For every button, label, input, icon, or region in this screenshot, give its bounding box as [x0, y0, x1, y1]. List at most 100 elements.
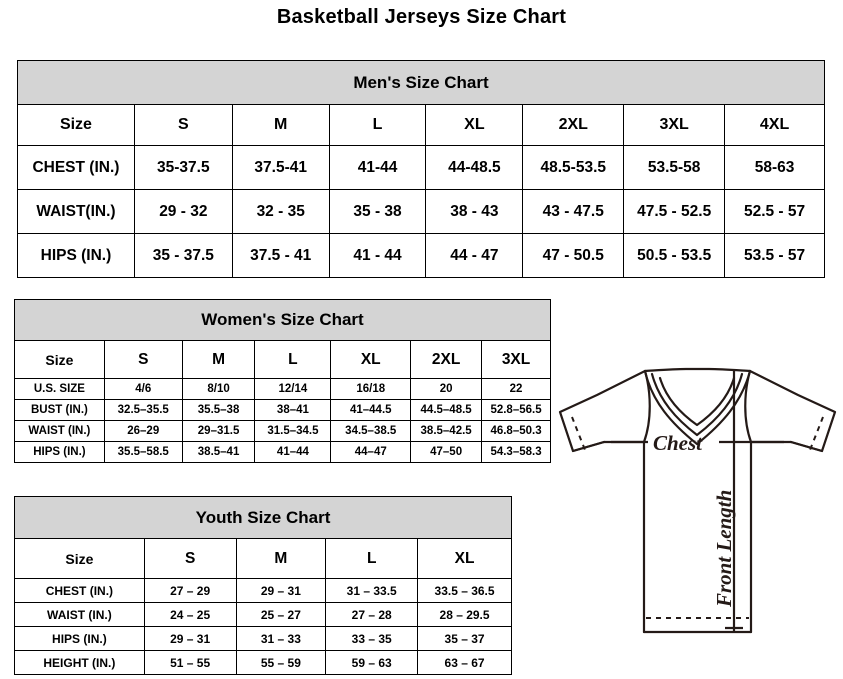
table-cell: 31 – 33: [235, 626, 327, 651]
table-cell: 41–44: [254, 441, 332, 463]
v-neck-outer: [643, 369, 752, 446]
column-header: M: [181, 340, 256, 379]
table-row: CHEST (IN.) 35-37.5 37.5-41 41-44 44-48.…: [17, 145, 825, 190]
table-cell: 38.5–42.5: [410, 420, 483, 442]
column-header: L: [325, 538, 419, 579]
column-header: XL: [417, 538, 512, 579]
table-row: CHEST (IN.) 27 – 29 29 – 31 31 – 33.5 33…: [14, 578, 512, 603]
column-header: M: [235, 538, 327, 579]
table-cell: 29 – 31: [235, 578, 327, 603]
table-cell: 20: [410, 378, 483, 400]
column-header: S: [103, 340, 183, 379]
table-cell: 41–44.5: [330, 399, 412, 421]
table-cell: 48.5-53.5: [522, 145, 625, 190]
table-cell: 59 – 63: [325, 650, 419, 675]
mens-size-chart-table: Men's Size Chart Size S M L XL 2XL 3XL 4…: [17, 60, 825, 278]
table-cell: 58-63: [724, 145, 825, 190]
table-cell: 47 - 50.5: [522, 233, 625, 278]
table-header-row: Size S M L XL 2XL 3XL 4XL: [17, 104, 825, 146]
table-cell: 44–47: [330, 441, 412, 463]
table-cell: 26–29: [103, 420, 183, 442]
table-cell: 41-44: [328, 145, 427, 190]
table-cell: 27 – 28: [325, 602, 419, 627]
table-row: HEIGHT (IN.) 51 – 55 55 – 59 59 – 63 63 …: [14, 650, 512, 675]
left-sleeve-outline: [558, 369, 647, 453]
table-cell: 37.5 - 41: [231, 233, 330, 278]
table-cell: 8/10: [181, 378, 256, 400]
row-label: WAIST (IN.): [14, 420, 105, 442]
table-row: WAIST(IN.) 29 - 32 32 - 35 35 - 38 38 - …: [17, 189, 825, 234]
womens-caption: Women's Size Chart: [14, 299, 551, 341]
column-header: 2XL: [410, 340, 483, 379]
table-cell: 51 – 55: [143, 650, 237, 675]
table-cell: 29–31.5: [181, 420, 256, 442]
column-header: 2XL: [522, 104, 625, 146]
table-cell: 24 – 25: [143, 602, 237, 627]
table-cell: 50.5 - 53.5: [623, 233, 726, 278]
table-cell: 16/18: [330, 378, 412, 400]
table-caption-row: Women's Size Chart: [14, 299, 551, 341]
collar-top-edge: [643, 367, 752, 373]
column-header: L: [254, 340, 332, 379]
front-length-label: Front Length: [712, 490, 736, 608]
table-cell: 38–41: [254, 399, 332, 421]
table-cell: 29 - 32: [133, 189, 233, 234]
column-header: 4XL: [724, 104, 825, 146]
column-header: S: [133, 104, 233, 146]
table-cell: 53.5-58: [623, 145, 726, 190]
column-header: Size: [14, 538, 145, 579]
table-cell: 35.5–38: [181, 399, 256, 421]
table-cell: 32 - 35: [231, 189, 330, 234]
left-cuff-stitch: [571, 416, 586, 451]
column-header: L: [328, 104, 427, 146]
table-cell: 33 – 35: [325, 626, 419, 651]
table-cell: 35 - 38: [328, 189, 427, 234]
row-label: HIPS (IN.): [14, 441, 105, 463]
table-cell: 46.8–50.3: [481, 420, 551, 442]
table-cell: 38.5–41: [181, 441, 256, 463]
table-row: HIPS (IN.) 35.5–58.5 38.5–41 41–44 44–47…: [14, 441, 551, 463]
table-header-row: Size S M L XL: [14, 538, 512, 579]
row-label: HEIGHT (IN.): [14, 650, 145, 675]
table-cell: 28 – 29.5: [417, 602, 512, 627]
mens-caption: Men's Size Chart: [17, 60, 825, 105]
table-caption-row: Men's Size Chart: [17, 60, 825, 105]
table-cell: 47–50: [410, 441, 483, 463]
table-cell: 12/14: [254, 378, 332, 400]
table-row: BUST (IN.) 32.5–35.5 35.5–38 38–41 41–44…: [14, 399, 551, 421]
column-header: Size: [17, 104, 135, 146]
column-header: 3XL: [623, 104, 726, 146]
column-header: XL: [330, 340, 412, 379]
table-cell: 31.5–34.5: [254, 420, 332, 442]
right-sleeve-outline: [748, 369, 837, 453]
table-cell: 31 – 33.5: [325, 578, 419, 603]
table-cell: 41 - 44: [328, 233, 427, 278]
table-row: WAIST (IN.) 24 – 25 25 – 27 27 – 28 28 –…: [14, 602, 512, 627]
row-label: CHEST (IN.): [17, 145, 135, 190]
table-cell: 35-37.5: [133, 145, 233, 190]
table-cell: 44-48.5: [425, 145, 524, 190]
column-header: Size: [14, 340, 105, 379]
table-row: HIPS (IN.) 35 - 37.5 37.5 - 41 41 - 44 4…: [17, 233, 825, 278]
row-label: BUST (IN.): [14, 399, 105, 421]
table-row: HIPS (IN.) 29 – 31 31 – 33 33 – 35 35 – …: [14, 626, 512, 651]
column-header: XL: [425, 104, 524, 146]
table-caption-row: Youth Size Chart: [14, 496, 512, 539]
table-cell: 63 – 67: [417, 650, 512, 675]
table-cell: 52.5 - 57: [724, 189, 825, 234]
table-cell: 25 – 27: [235, 602, 327, 627]
column-header: M: [231, 104, 330, 146]
column-header: S: [143, 538, 237, 579]
right-cuff-stitch: [809, 416, 824, 451]
table-cell: 47.5 - 52.5: [623, 189, 726, 234]
table-cell: 29 – 31: [143, 626, 237, 651]
row-label: WAIST(IN.): [17, 189, 135, 234]
youth-caption: Youth Size Chart: [14, 496, 512, 539]
table-cell: 22: [481, 378, 551, 400]
row-label: CHEST (IN.): [14, 578, 145, 603]
row-label: HIPS (IN.): [14, 626, 145, 651]
row-label: U.S. SIZE: [14, 378, 105, 400]
table-cell: 35.5–58.5: [103, 441, 183, 463]
table-cell: 43 - 47.5: [522, 189, 625, 234]
